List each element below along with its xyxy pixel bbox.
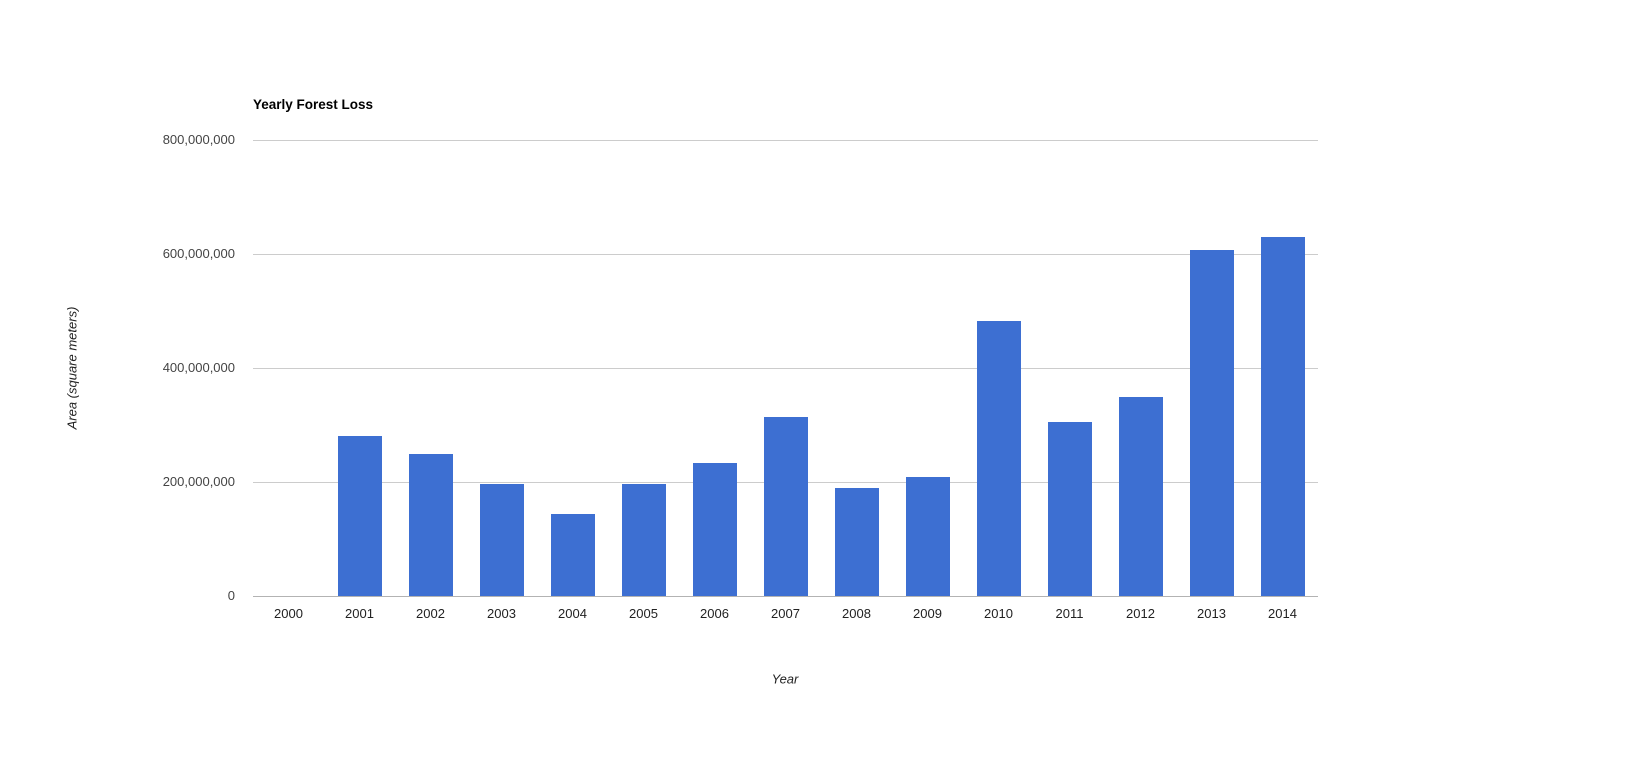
x-tick-label: 2002 <box>416 606 445 621</box>
chart-title: Yearly Forest Loss <box>253 97 374 112</box>
x-axis-title: Year <box>771 671 799 687</box>
y-tick-label: 0 <box>227 588 235 603</box>
bar-2006[interactable] <box>692 463 737 596</box>
bar-2002[interactable] <box>408 453 453 596</box>
bar-2001[interactable] <box>337 436 382 596</box>
bar-2004[interactable] <box>550 513 595 596</box>
gridline <box>253 367 1318 369</box>
bar-2003[interactable] <box>479 484 524 596</box>
plot-area: 0 200,000,000 400,000,000 600,000,000 800,00… <box>163 132 1318 621</box>
y-tick-label: 200,000,000 <box>162 474 235 489</box>
x-tick-label: 2012 <box>1126 606 1155 621</box>
x-tick-label: 2006 <box>700 606 729 621</box>
bar-2011[interactable] <box>1047 422 1092 596</box>
x-tick-label: 2010 <box>984 606 1013 621</box>
x-tick-label: 2013 <box>1197 606 1226 621</box>
bar-2009[interactable] <box>905 477 950 596</box>
x-tick-label: 2005 <box>629 606 658 621</box>
x-tick-label: 2004 <box>558 606 587 621</box>
x-tick-label: 2014 <box>1268 606 1297 621</box>
x-tick-label: 2011 <box>1055 606 1084 621</box>
y-tick-label: 800,000,000 <box>162 132 235 147</box>
gridline <box>253 253 1318 255</box>
x-tick-label: 2007 <box>771 606 800 621</box>
bar-2007[interactable] <box>763 417 808 596</box>
y-axis-title: Area (square meters) <box>64 306 80 430</box>
y-tick-label: 600,000,000 <box>162 246 235 261</box>
gridline <box>253 139 1318 141</box>
x-tick-label: 2001 <box>345 606 374 621</box>
bar-2014[interactable] <box>1260 236 1305 596</box>
x-axis-baseline <box>253 595 1318 597</box>
bar-2010[interactable] <box>976 320 1021 596</box>
x-tick-label: 2008 <box>842 606 871 621</box>
x-tick-label: 2003 <box>487 606 516 621</box>
x-tick-label: 2009 <box>913 606 942 621</box>
bar-2012[interactable] <box>1118 396 1163 596</box>
bar-2013[interactable] <box>1189 250 1234 596</box>
y-tick-label: 400,000,000 <box>162 360 235 375</box>
bar-2008[interactable] <box>834 488 879 596</box>
x-tick-label: 2000 <box>274 606 303 621</box>
bar-2005[interactable] <box>621 484 666 596</box>
